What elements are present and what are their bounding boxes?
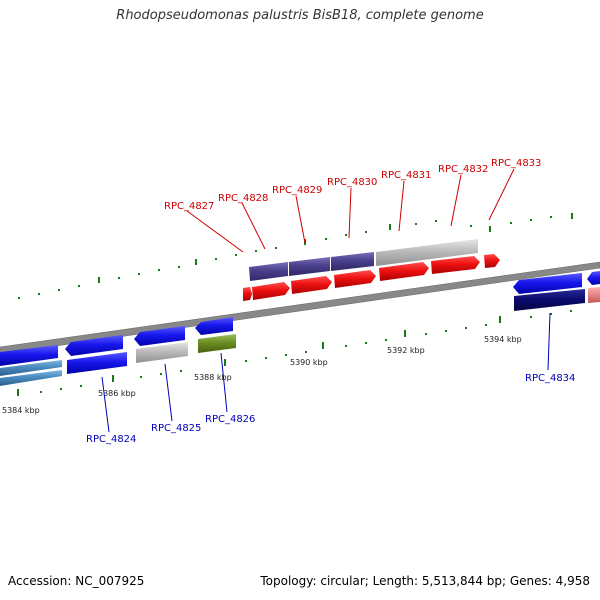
inner-ring-ticks [17,316,501,396]
scale-label-5384: 5384 kbp [2,406,40,415]
gene-red-6 [431,256,480,274]
gene-label-rpc-4830: RPC_4830 [327,177,377,188]
gene-red-7 [484,254,500,268]
gene-navy-1 [514,289,585,311]
gene-label-rpc-4825: RPC_4825 [151,423,201,434]
gene-label-rpc-4831: RPC_4831 [381,170,431,181]
gene-blue-2 [65,335,123,356]
scale-labels: 5384 kbp 5386 kbp 5388 kbp 5390 kbp 5392… [2,335,522,415]
gene-label-rpc-4832: RPC_4832 [438,164,488,175]
reverse-strand-genes-right [513,271,600,311]
gene-blue-6 [513,273,582,294]
gene-red-2 [252,282,290,300]
gene-pink-1 [588,287,600,303]
gene-label-rpc-4826: RPC_4826 [205,414,255,425]
gene-red-1 [243,287,252,301]
outer-ring-ticks [98,213,573,283]
scale-label-5386: 5386 kbp [98,389,136,398]
reverse-leader-lines [101,312,551,433]
scale-label-5392: 5392 kbp [387,346,425,355]
gene-label-rpc-4833: RPC_4833 [491,158,541,169]
forward-leader-lines [186,168,515,253]
scale-label-5388: 5388 kbp [194,373,232,382]
gene-steel-2 [0,370,62,386]
gene-red-4 [334,270,376,288]
accession-text: Accession: NC_007925 [8,574,145,588]
gene-blue-5 [67,352,127,374]
forward-strand-genes [243,239,500,301]
gene-steel-1 [0,360,62,376]
gene-red-5 [379,262,429,281]
forward-gene-labels: RPC_4827 RPC_4828 RPC_4829 RPC_4830 RPC_… [164,158,541,212]
inner-ring-dots [40,310,572,393]
gene-red-3 [291,276,332,294]
gene-purple-2 [289,257,330,276]
outer-ring-dots [18,216,552,299]
gene-gray-2 [136,342,188,363]
reverse-strand-genes [0,317,236,386]
gene-blue-7 [587,271,600,285]
gene-label-rpc-4829: RPC_4829 [272,185,322,196]
gene-label-rpc-4828: RPC_4828 [218,193,268,204]
gene-blue-4 [195,317,233,335]
map-title: Rhodopseudomonas palustris BisB18, compl… [116,8,484,23]
gene-blue-1 [0,345,58,366]
gene-gray-1 [376,239,478,266]
gene-label-rpc-4824: RPC_4824 [86,434,136,445]
gene-label-rpc-4834: RPC_4834 [525,373,575,384]
gene-olive-1 [198,334,236,353]
genome-summary-text: Topology: circular; Length: 5,513,844 bp… [260,574,590,588]
reverse-gene-labels: RPC_4824 RPC_4825 RPC_4826 RPC_4834 [86,373,575,445]
gene-purple-3 [331,252,374,271]
gene-label-rpc-4827: RPC_4827 [164,201,214,212]
scale-label-5394: 5394 kbp [484,335,522,344]
gene-blue-3 [134,326,185,346]
scale-label-5390: 5390 kbp [290,358,328,367]
gene-purple-1 [249,262,288,281]
